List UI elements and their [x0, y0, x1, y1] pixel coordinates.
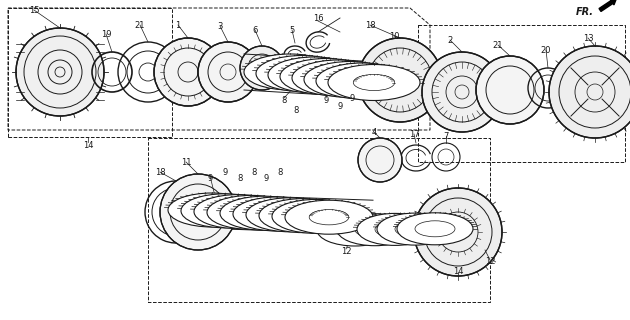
Circle shape	[240, 46, 284, 90]
Ellipse shape	[272, 199, 360, 233]
Ellipse shape	[316, 63, 408, 99]
Text: 14: 14	[453, 268, 463, 276]
Circle shape	[198, 42, 258, 102]
Circle shape	[549, 46, 630, 138]
Text: 9: 9	[222, 167, 227, 177]
Ellipse shape	[244, 54, 336, 90]
Circle shape	[476, 56, 544, 124]
Ellipse shape	[207, 196, 295, 229]
Ellipse shape	[304, 61, 396, 98]
Ellipse shape	[337, 214, 413, 246]
Ellipse shape	[256, 55, 348, 92]
Ellipse shape	[292, 60, 384, 96]
Text: 8: 8	[294, 106, 299, 115]
Ellipse shape	[268, 57, 360, 93]
Text: 18: 18	[365, 20, 375, 29]
Circle shape	[154, 38, 222, 106]
Ellipse shape	[194, 195, 282, 228]
Ellipse shape	[181, 194, 269, 228]
Ellipse shape	[259, 199, 347, 233]
Circle shape	[358, 38, 442, 122]
Text: 9: 9	[350, 93, 355, 102]
Text: 9: 9	[263, 173, 268, 182]
Text: 5: 5	[289, 26, 295, 35]
Text: 8: 8	[251, 167, 256, 177]
Text: 7: 7	[444, 132, 449, 140]
Text: 4: 4	[371, 127, 377, 137]
Circle shape	[160, 174, 236, 250]
Ellipse shape	[377, 213, 453, 245]
Ellipse shape	[246, 198, 334, 232]
Circle shape	[358, 138, 402, 182]
Text: 14: 14	[83, 140, 93, 149]
Circle shape	[414, 188, 502, 276]
FancyArrow shape	[599, 0, 616, 12]
Text: 1: 1	[175, 20, 181, 29]
Text: 9: 9	[207, 173, 213, 182]
Ellipse shape	[328, 65, 420, 100]
Circle shape	[16, 28, 104, 116]
Ellipse shape	[317, 214, 393, 246]
Text: 21: 21	[135, 20, 146, 29]
Text: 2: 2	[447, 36, 452, 44]
Text: 11: 11	[181, 157, 192, 166]
Text: 20: 20	[541, 45, 551, 54]
Ellipse shape	[220, 196, 308, 230]
Text: 12: 12	[484, 258, 495, 267]
Text: 18: 18	[155, 167, 165, 177]
Ellipse shape	[280, 59, 372, 94]
Text: 15: 15	[29, 5, 39, 14]
Text: 8: 8	[238, 173, 243, 182]
Text: 21: 21	[493, 41, 503, 50]
Ellipse shape	[397, 213, 473, 245]
Ellipse shape	[168, 193, 256, 227]
Text: 8: 8	[282, 95, 287, 105]
Text: 3: 3	[217, 21, 222, 30]
Ellipse shape	[357, 213, 433, 245]
Text: 6: 6	[252, 26, 258, 35]
Ellipse shape	[285, 200, 373, 234]
Text: 9: 9	[323, 95, 329, 105]
Text: 19: 19	[101, 29, 112, 38]
Text: 17: 17	[409, 130, 420, 139]
Ellipse shape	[233, 197, 321, 231]
Text: 10: 10	[389, 31, 399, 41]
Text: FR.: FR.	[576, 7, 594, 17]
Text: 12: 12	[341, 247, 352, 257]
Text: 13: 13	[583, 34, 593, 43]
Text: 16: 16	[312, 13, 323, 22]
Circle shape	[422, 52, 502, 132]
Text: 9: 9	[338, 101, 343, 110]
Text: 8: 8	[277, 167, 283, 177]
